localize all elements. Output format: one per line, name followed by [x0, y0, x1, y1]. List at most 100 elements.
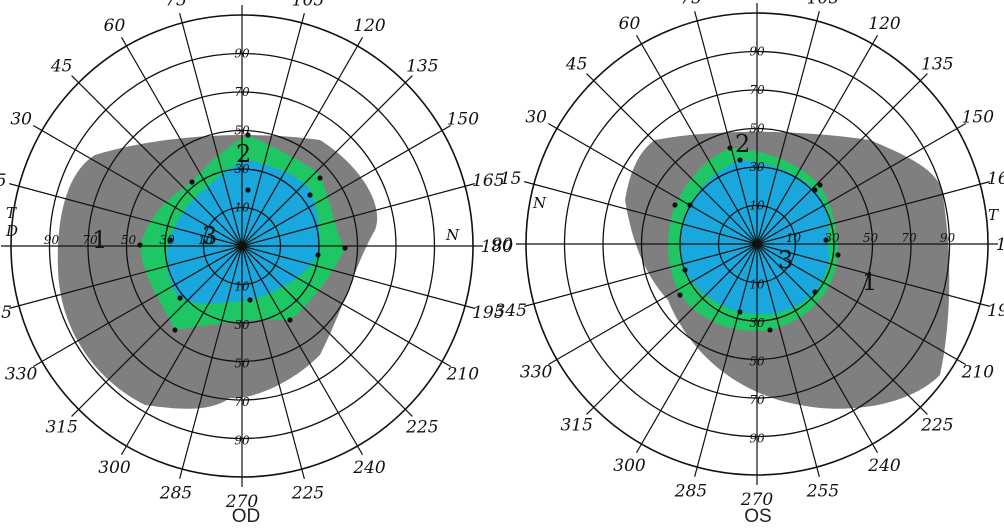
od-meridian-14 [120, 245, 243, 456]
os-meridian-3 [756, 73, 928, 245]
os-meridian-7 [756, 243, 990, 307]
os-meridian-1 [756, 11, 820, 245]
od-eye-label: OD [232, 506, 261, 527]
os-isopter-point [812, 187, 818, 193]
od-meridian-8 [241, 245, 452, 368]
os-meridian-19 [524, 181, 758, 245]
od-angle-label: 270 [225, 492, 259, 512]
od-ring-label: 10 [234, 201, 250, 215]
os-isopter-point [737, 309, 743, 315]
od-ring-label: 10 [234, 280, 250, 294]
os-ring-label: 30 [749, 160, 765, 174]
os-angle-label: 45 [565, 55, 588, 75]
os-isopter-point [823, 237, 829, 243]
os-polar-grid [516, 3, 998, 485]
os-angle-label: 120 [868, 14, 901, 34]
od-isopter-point [172, 327, 178, 333]
os-ring-label: 70 [749, 83, 765, 97]
os-angle-label: 60 [619, 14, 641, 34]
os-isopter-point [677, 292, 683, 298]
od-angle-label: 330 [5, 365, 38, 385]
od-ring-label: 50 [121, 233, 137, 247]
od-angle-label: 120 [353, 16, 386, 36]
os-ring-label: 50 [863, 231, 879, 245]
os-angle-label: 315 [560, 415, 592, 435]
os-meridian-15 [586, 243, 758, 415]
od-side-left-bottom: D [5, 222, 18, 240]
od-zone3-label: 3 [202, 222, 217, 250]
os-angle-label: 75 [680, 0, 702, 9]
od-meridian-2 [241, 36, 364, 247]
od-angle-label: 240 [352, 458, 386, 478]
os-angle-label: 330 [520, 363, 553, 383]
os-angle-label: 225 [920, 415, 953, 435]
os-fixation-point [754, 241, 760, 247]
os-meridian-9 [756, 243, 928, 415]
os-meridian-21 [586, 73, 758, 245]
os-angle-label: 135 [921, 55, 953, 75]
od-ring-label: 30 [234, 318, 250, 332]
od-side-left-top: T [6, 204, 17, 222]
od-ring-label: 10 [198, 233, 214, 247]
od-isopter-point [287, 317, 293, 323]
od-side-right: N [445, 226, 460, 244]
os-angle-label: 180 [996, 235, 1004, 255]
od-isopter-point [342, 245, 348, 251]
od-meridian-10 [241, 245, 364, 456]
os-ring-label: 30 [824, 231, 840, 245]
od-angle-label: 60 [104, 16, 126, 36]
od-angle-label: 90 [231, 0, 253, 2]
od-angle-label: 195 [472, 303, 504, 323]
od-angle-label: 225 [405, 417, 438, 437]
od-meridian-17 [9, 245, 243, 309]
os-ring-label: 90 [940, 231, 956, 245]
os-ring-label: 10 [786, 231, 802, 245]
os-isopter-point [835, 252, 841, 258]
os-meridian-2 [756, 34, 879, 245]
os-ring-labels: 10 10 10 30 30 30 50 50 50 70 70 70 90 90 90 [749, 45, 955, 446]
od-isopter-point [245, 132, 251, 138]
os-isopter-point [687, 202, 693, 208]
od-meridian-20 [32, 124, 243, 247]
os-ring-label: 90 [749, 432, 765, 446]
od-ring-label: 70 [82, 233, 98, 247]
os-ring-label: 90 [749, 45, 765, 59]
os-angle-label: 210 [961, 363, 995, 383]
os-ring-label: 10 [749, 278, 765, 292]
os-meridian-8 [756, 243, 967, 366]
os-meridian-22 [635, 34, 758, 245]
od-isopter-point [167, 237, 173, 243]
os-isopter-point [727, 145, 733, 151]
od-fixation-point [239, 243, 245, 249]
os-side-right: T [988, 206, 999, 224]
os-isopter-point [812, 289, 818, 295]
od-isopter-point [317, 175, 323, 181]
od-angle-label: 285 [159, 483, 192, 503]
od-meridian-21 [71, 75, 243, 247]
os-angle-label: 165 [987, 169, 1004, 189]
od-meridian-16 [32, 245, 243, 368]
od-meridian-22 [120, 36, 243, 247]
os-isopter-point [767, 327, 773, 333]
os-zone3-label: 3 [778, 246, 793, 274]
os-angle-label: 90 [491, 235, 513, 255]
od-ring-label: 90 [234, 434, 250, 448]
od-ring-label: 70 [234, 395, 250, 409]
os-meridian-5 [756, 181, 990, 245]
od-angle-label: 135 [406, 57, 438, 77]
od-meridian-23 [179, 13, 243, 247]
os-meridian-10 [756, 243, 879, 454]
od-ring-labels: 10 10 10 30 30 30 50 50 50 70 70 70 90 90 90 [44, 47, 250, 448]
od-angle-labels: 9010512013515016518019521022524022527028… [0, 0, 513, 512]
os-angle-label: 150 [962, 108, 995, 128]
od-meridian-5 [241, 183, 475, 247]
os-ring-label: 70 [901, 231, 917, 245]
os-isopter-point [672, 202, 678, 208]
os-isopter-point [682, 267, 688, 273]
od-angle-label: 315 [45, 417, 77, 437]
os-isopter-point [737, 157, 743, 163]
od-polar-grid [1, 5, 483, 487]
os-angle-label: 345 [494, 301, 526, 321]
od-angle-label: 150 [447, 110, 480, 130]
